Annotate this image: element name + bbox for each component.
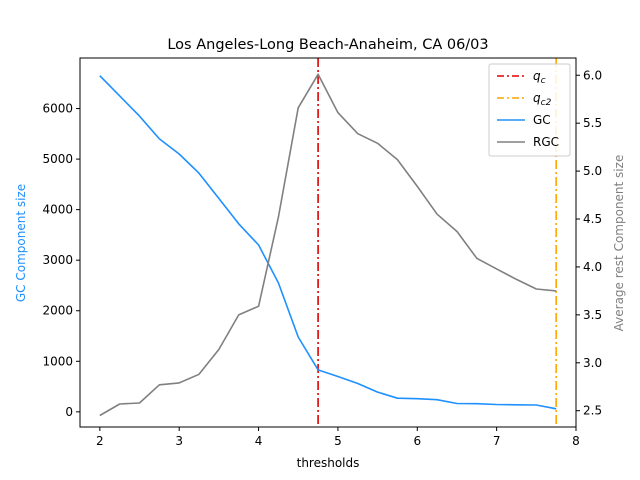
x-axis-title: thresholds: [297, 456, 360, 470]
y-left-tick-label: 4000: [42, 203, 73, 217]
series-line-rgc: [99, 73, 557, 417]
y-right-tick-label: 5.5: [583, 116, 602, 130]
y-axis-left: 0 1000 2000 3000 4000 5000 6000: [42, 102, 80, 419]
legend-label: qc: [533, 69, 546, 86]
y-left-tick-label: 1000: [42, 354, 73, 368]
x-tick-label: 5: [334, 434, 342, 448]
y-left-tick-label: 2000: [42, 304, 73, 318]
y-right-tick-label: 5.0: [583, 164, 602, 178]
x-tick-label: 7: [493, 434, 501, 448]
legend-label: RGC: [533, 135, 559, 149]
y-right-tick-label: 3.0: [583, 356, 602, 370]
y-left-tick-label: 5000: [42, 152, 73, 166]
legend-label: GC: [533, 113, 551, 127]
x-tick-label: 6: [413, 434, 421, 448]
x-tick-label: 2: [96, 434, 104, 448]
y-right-tick-label: 3.5: [583, 308, 602, 322]
y-right-tick-label: 2.5: [583, 404, 602, 418]
y-axis-right-title: Average rest Component size: [612, 155, 626, 332]
y-axis-right: 2.5 3.0 3.5 4.0 4.5 5.0 5.5 6.0: [576, 68, 602, 418]
y-right-tick-label: 6.0: [583, 68, 602, 82]
legend-label: qc2: [533, 91, 552, 108]
x-tick-label: 8: [572, 434, 580, 448]
x-axis: 2 3 4 5 6 7 8: [96, 427, 580, 448]
plot-area: [99, 58, 557, 427]
x-tick-label: 4: [255, 434, 263, 448]
y-left-tick-label: 0: [65, 405, 73, 419]
legend: qc qc2 GC RGC: [488, 63, 571, 157]
y-left-tick-label: 6000: [42, 102, 73, 116]
legend-frame: [488, 63, 571, 157]
y-right-tick-label: 4.0: [583, 260, 602, 274]
series-line-gc: [99, 75, 557, 410]
x-tick-label: 3: [175, 434, 183, 448]
y-right-tick-label: 4.5: [583, 212, 602, 226]
y-left-tick-label: 3000: [42, 253, 73, 267]
y-axis-left-title: GC Component size: [14, 184, 28, 302]
plot-frame: [79, 57, 577, 428]
chart-title: Los Angeles-Long Beach-Anaheim, CA 06/03: [167, 37, 488, 53]
